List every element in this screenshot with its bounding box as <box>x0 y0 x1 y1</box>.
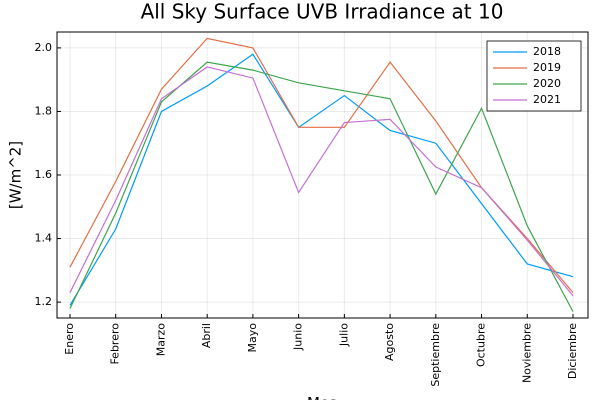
y-tick-label: 1.6 <box>35 168 53 181</box>
x-tick-label: Septiembre <box>429 323 442 387</box>
x-tick-label: Agosto <box>383 323 396 361</box>
x-tick-label: Octubre <box>475 323 488 367</box>
x-tick-label: Julio <box>337 323 350 347</box>
x-tick-label: Enero <box>63 323 76 355</box>
chart-title: All Sky Surface UVB Irradiance at 10 <box>141 0 504 24</box>
legend-label: 2019 <box>533 61 561 74</box>
x-tick-label: Noviembre <box>520 323 533 383</box>
x-tick-label: Mayo <box>246 323 259 353</box>
series-line <box>69 66 574 297</box>
legend-label: 2021 <box>533 93 561 106</box>
plot-frame <box>56 31 589 319</box>
x-tick-label: Abril <box>200 323 213 348</box>
y-tick-label: 1.2 <box>35 295 53 308</box>
x-tick-label: Marzo <box>154 323 167 357</box>
y-axis-label: [W/m^2] <box>7 141 25 209</box>
legend-label: 2018 <box>533 45 561 58</box>
y-tick-label: 2.0 <box>35 41 53 54</box>
y-tick-label: 1.8 <box>35 104 53 117</box>
series-line <box>69 61 574 312</box>
series-line <box>69 53 574 306</box>
y-tick-label: 1.4 <box>35 232 53 245</box>
x-tick-label: Febrero <box>109 323 122 365</box>
legend-label: 2020 <box>533 77 561 90</box>
legend-box <box>486 40 582 112</box>
x-tick-label: Diciembre <box>566 323 579 379</box>
x-tick-label: Junio <box>292 323 305 351</box>
x-axis-label: Mes <box>307 394 337 400</box>
